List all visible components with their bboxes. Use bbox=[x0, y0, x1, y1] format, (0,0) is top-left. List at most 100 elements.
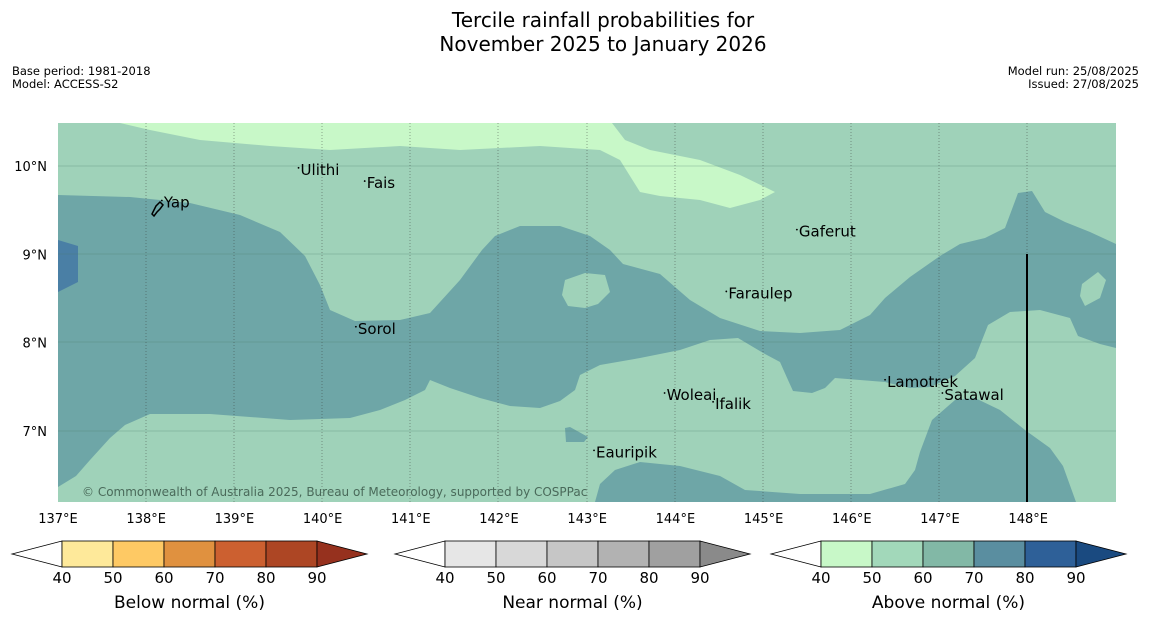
lon-label: 148°E bbox=[1008, 512, 1048, 527]
colorbar-tick: 70 bbox=[205, 569, 224, 587]
colorbar-segment bbox=[214, 540, 267, 568]
lon-axis-labels: 137°E 138°E 139°E 140°E 141°E 142°E 143°E 144°E… bbox=[38, 512, 1048, 527]
place-marker bbox=[297, 166, 300, 169]
place-marker bbox=[795, 228, 798, 231]
place-label: Sorol bbox=[358, 320, 396, 338]
colorbar-tick: 90 bbox=[690, 569, 709, 587]
colorbar-tick: 70 bbox=[964, 569, 983, 587]
place-marker bbox=[725, 290, 728, 293]
colorbar-tick: 60 bbox=[154, 569, 173, 587]
region-above-40-50-north bbox=[120, 123, 775, 208]
colorbar-extend-high bbox=[699, 540, 752, 568]
colorbar-2: 40 50 60 70 80 90 bbox=[769, 540, 1128, 587]
base-period: Base period: 1981-2018 bbox=[12, 64, 151, 78]
colorbar-tick: 60 bbox=[537, 569, 556, 587]
title-line-1: Tercile rainfall probabilities for bbox=[451, 8, 755, 32]
colorbar-tick: 90 bbox=[1066, 569, 1085, 587]
colorbar-0: 40 50 60 70 80 90 bbox=[10, 540, 369, 587]
colorbar-tick: 90 bbox=[307, 569, 326, 587]
meta-left: Base period: 1981-2018 Model: ACCESS-S2 bbox=[12, 65, 151, 91]
lon-label: 144°E bbox=[656, 512, 696, 527]
colorbar-segment bbox=[265, 540, 318, 568]
lon-label: 138°E bbox=[126, 512, 166, 527]
colorbar-segment bbox=[597, 540, 650, 568]
colorbar-extend-low bbox=[10, 540, 63, 568]
place-fais[interactable]: Fais bbox=[363, 174, 396, 192]
place-marker bbox=[160, 199, 163, 202]
map-panel[interactable]: Yap Ulithi Fais Sorol Gaferut Faraulep WoleaiI… bbox=[58, 123, 1116, 502]
place-marker bbox=[884, 378, 886, 381]
colorbar-segment bbox=[163, 540, 216, 568]
colorbar-tick: 50 bbox=[103, 569, 122, 587]
colorbar-tick: 80 bbox=[1015, 569, 1034, 587]
lon-label: 142°E bbox=[479, 512, 519, 527]
below-normal-label: Below normal (%) bbox=[114, 593, 265, 613]
colorbar-segment bbox=[1024, 540, 1077, 568]
place-faraulep[interactable]: Faraulep bbox=[725, 284, 793, 302]
region-above-60-70-south bbox=[595, 398, 1076, 502]
region-above-70-80 bbox=[58, 240, 78, 292]
place-label: Gaferut bbox=[799, 223, 856, 241]
lat-label: 7°N bbox=[23, 425, 48, 440]
place-label: Yap bbox=[163, 194, 190, 212]
place-marker bbox=[941, 392, 944, 394]
lon-label: 139°E bbox=[215, 512, 255, 527]
model-run: Model run: 25/08/2025 bbox=[1007, 64, 1139, 78]
colorbar-1: 40 50 60 70 80 90 bbox=[393, 540, 752, 587]
place-lamotrek[interactable]: Lamotrek bbox=[884, 373, 958, 391]
near-normal-label: Near normal (%) bbox=[502, 593, 643, 613]
colorbar-segment bbox=[546, 540, 599, 568]
copyright-text: © Commonwealth of Australia 2025, Bureau… bbox=[82, 485, 587, 499]
place-sorol[interactable]: Sorol bbox=[354, 320, 396, 338]
colorbar-tick: 40 bbox=[52, 569, 71, 587]
colorbar-segment bbox=[922, 540, 975, 568]
place-label: Ulithi bbox=[301, 161, 340, 179]
place-label: Faraulep bbox=[728, 284, 792, 302]
place-yap[interactable]: Yap bbox=[160, 194, 190, 212]
model-name: Model: ACCESS-S2 bbox=[12, 77, 119, 91]
place-ifalik[interactable]: Ifalik bbox=[712, 395, 751, 413]
lat-axis-labels: 10°N 9°N 8°N 7°N bbox=[14, 160, 47, 440]
place-marker bbox=[712, 400, 714, 403]
colorbar-segment bbox=[820, 540, 873, 568]
colorbar-segment bbox=[444, 540, 497, 568]
place-label: Lamotrek bbox=[887, 373, 958, 391]
map-title: Tercile rainfall probabilities for Novem… bbox=[0, 8, 1150, 56]
colorbar-segment bbox=[112, 540, 165, 568]
lon-label: 145°E bbox=[744, 512, 784, 527]
place-eauripik[interactable]: Eauripik bbox=[593, 443, 657, 461]
lat-label: 8°N bbox=[23, 337, 48, 352]
place-satawal[interactable]: Satawal bbox=[941, 386, 1004, 404]
place-marker bbox=[663, 392, 666, 394]
place-labels: Yap Ulithi Fais Sorol Gaferut Faraulep WoleaiI… bbox=[160, 161, 1004, 461]
title-line-2: November 2025 to January 2026 bbox=[439, 32, 767, 56]
colorbar-segment bbox=[61, 540, 114, 568]
colorbar-extend-low bbox=[393, 540, 446, 568]
lon-label: 147°E bbox=[920, 512, 960, 527]
colorbar-segment bbox=[495, 540, 548, 568]
colorbar-tick: 40 bbox=[435, 569, 454, 587]
place-marker bbox=[354, 325, 357, 328]
place-woleai[interactable]: Woleai bbox=[663, 386, 717, 404]
colorbar-segment bbox=[871, 540, 924, 568]
colorbar-tick: 50 bbox=[486, 569, 505, 587]
region-above-50-60-east bbox=[1080, 272, 1106, 306]
above-normal-label: Above normal (%) bbox=[871, 593, 1026, 613]
lat-label: 9°N bbox=[23, 248, 48, 263]
place-label: Fais bbox=[367, 174, 396, 192]
colorbar-tick: 80 bbox=[639, 569, 658, 587]
place-gaferut[interactable]: Gaferut bbox=[795, 223, 856, 241]
place-ulithi[interactable]: Ulithi bbox=[297, 161, 340, 179]
colorbar-extend-high bbox=[316, 540, 369, 568]
colorbar-tick: 80 bbox=[256, 569, 275, 587]
colorbar-extend-high bbox=[1075, 540, 1128, 568]
place-marker bbox=[363, 180, 366, 182]
lon-label: 146°E bbox=[832, 512, 872, 527]
place-marker bbox=[593, 449, 595, 452]
colorbar-tick: 40 bbox=[811, 569, 830, 587]
meta-right: Model run: 25/08/2025 Issued: 27/08/2025 bbox=[1008, 65, 1139, 91]
colorbar-segment bbox=[648, 540, 701, 568]
colorbars: 40 50 60 70 80 90 40 50 60 70 80 90 40 50 60 70 80 90 bbox=[10, 540, 1128, 587]
colorbar-segment bbox=[973, 540, 1026, 568]
